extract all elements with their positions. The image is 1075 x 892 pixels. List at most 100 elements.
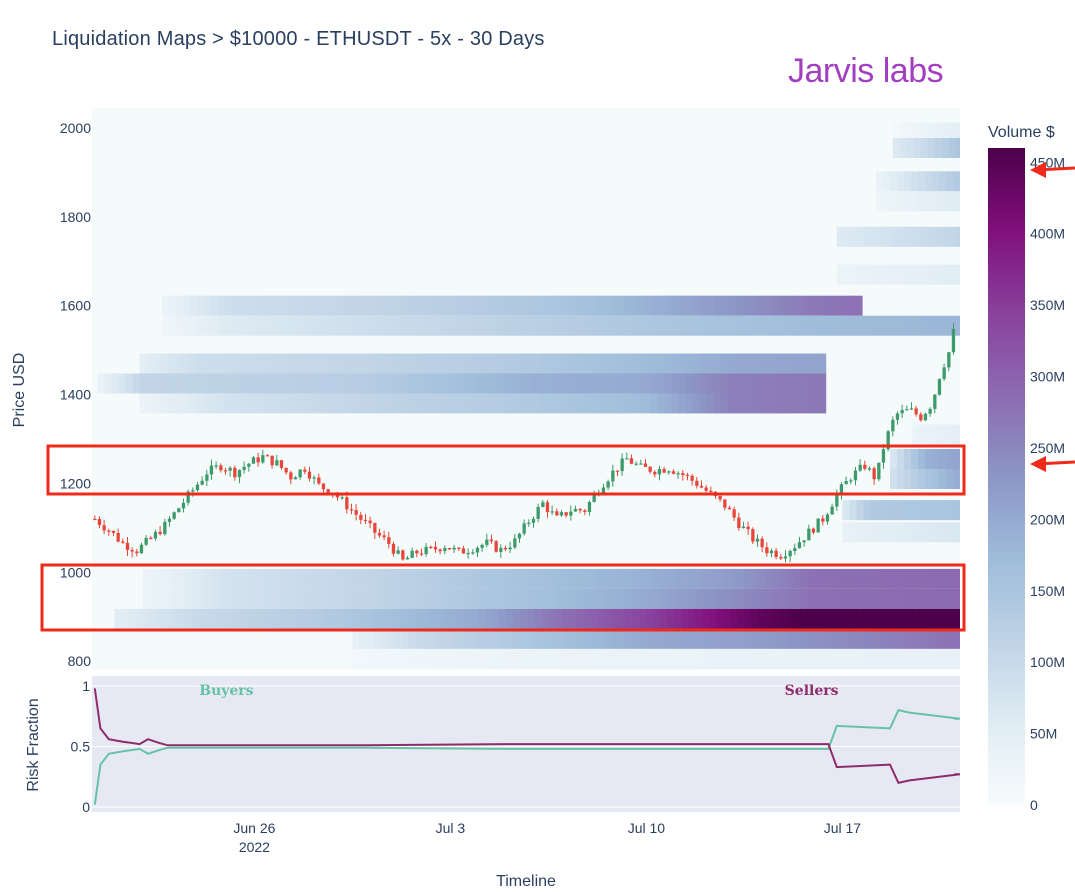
price-candle (410, 547, 414, 559)
price-candle (648, 466, 652, 474)
price-candle (727, 505, 732, 510)
price-candle (242, 461, 246, 474)
price-candle (620, 453, 624, 476)
price-candle (573, 505, 578, 512)
price-candle (354, 504, 358, 521)
price-candle (261, 449, 265, 464)
price-candle (629, 454, 634, 465)
price-candle (480, 543, 484, 552)
price-candle (797, 536, 802, 549)
price-candle (732, 506, 736, 521)
price-candle (293, 476, 298, 480)
jarvis-labs-logo: Jarvis labs (788, 52, 944, 90)
heatmap-band (842, 500, 960, 521)
y-tick-label: 1600 (60, 298, 91, 314)
price-candle (723, 499, 727, 511)
price-candle (237, 469, 242, 484)
price-candle (527, 519, 531, 527)
price-candle (863, 460, 867, 471)
price-candle (466, 548, 470, 559)
x-tick-label: Jul 3 (436, 820, 466, 836)
price-candle (541, 499, 545, 508)
price-candle (937, 378, 942, 396)
price-candle (699, 480, 704, 489)
price-candle (951, 323, 956, 355)
price-candle (751, 527, 755, 544)
colorbar-tick-label: 250M (1030, 440, 1065, 456)
price-candle (928, 407, 932, 417)
price-candle (802, 540, 806, 547)
heatmap-band (139, 353, 827, 374)
y-tick-label: 1200 (60, 475, 91, 491)
price-candle (774, 547, 778, 560)
price-candle (569, 505, 573, 521)
price-candle (947, 351, 951, 372)
price-candle (177, 507, 181, 513)
price-candle (461, 545, 466, 554)
price-candle (359, 511, 363, 525)
price-candle (765, 542, 769, 557)
price-candle (489, 534, 494, 544)
price-candle (755, 534, 760, 547)
colorbar-tick-label: 150M (1030, 583, 1065, 599)
colorbar-title: Volume $ (988, 124, 1055, 141)
heatmap-band (162, 315, 960, 336)
price-candle (769, 548, 774, 558)
colorbar-tick-label: 350M (1030, 297, 1065, 313)
price-candle (933, 394, 937, 414)
price-candle (695, 477, 699, 489)
price-candle (867, 466, 872, 472)
price-candle (195, 481, 200, 492)
heatmap-band (142, 568, 960, 589)
price-candle (102, 519, 106, 535)
price-candle (181, 498, 186, 513)
price-candle (200, 476, 204, 486)
price-candle (443, 545, 447, 555)
price-candle (153, 529, 158, 541)
price-candle (107, 528, 111, 536)
price-candle (900, 404, 904, 418)
price-candle (849, 478, 853, 485)
price-candle (578, 508, 582, 514)
price-candle (312, 475, 316, 485)
price-candle (895, 411, 900, 425)
price-candle (396, 546, 400, 555)
price-candle (433, 541, 438, 553)
y-tick-label: 2000 (60, 120, 91, 136)
price-candle (685, 472, 690, 481)
price-candle (289, 470, 293, 485)
heatmap-band (162, 295, 863, 316)
price-candle (746, 521, 750, 535)
heatmap-band (352, 648, 960, 669)
price-candle (429, 545, 433, 549)
colorbar-tick-label: 100M (1030, 654, 1065, 670)
price-candle (97, 516, 102, 529)
price-candle (653, 470, 657, 478)
price-candle (508, 541, 512, 554)
price-candle (382, 530, 386, 541)
highlight-box-1200 (46, 444, 966, 496)
price-candle (219, 463, 223, 473)
price-candle (405, 556, 410, 560)
price-candle (298, 469, 302, 480)
price-candle (531, 516, 536, 528)
risk-line-buyers (93, 709, 961, 805)
price-candle (550, 505, 554, 515)
price-candle (881, 444, 886, 469)
price-candle (793, 543, 797, 555)
heatmap-band (892, 138, 960, 158)
price-candle (587, 500, 592, 516)
price-candle (457, 547, 461, 551)
price-candle (438, 548, 442, 555)
risk-annotation-buyers: Buyers (199, 683, 253, 699)
price-candle (690, 474, 694, 486)
price-candle (317, 473, 321, 486)
price-candle (415, 549, 419, 558)
price-candle (737, 512, 741, 531)
price-candle (452, 544, 456, 553)
price-candle (853, 466, 858, 486)
heatmap-band (139, 393, 827, 414)
x-tick-label: Jun 26 (233, 820, 275, 836)
price-candle (149, 535, 153, 540)
y-tick-label: 1800 (60, 209, 91, 225)
